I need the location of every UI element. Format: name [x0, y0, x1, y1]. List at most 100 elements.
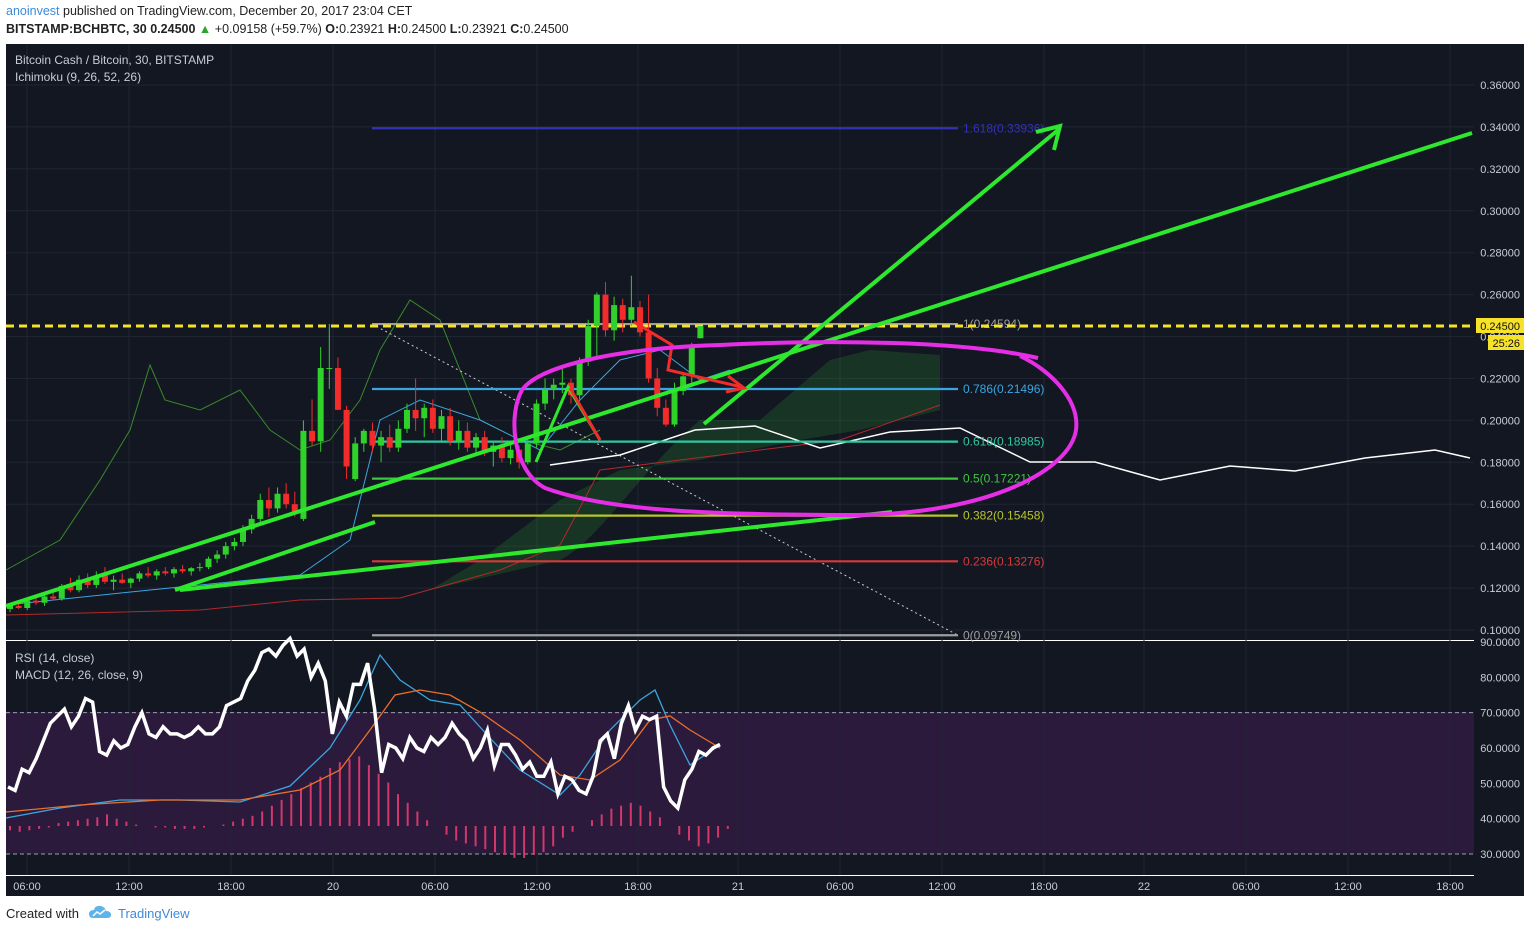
- target-arrowhead: [1035, 123, 1063, 151]
- trendline-support: [179, 510, 893, 592]
- user-drawings: [5, 123, 1473, 608]
- published-text: published on TradingView.com, December 2…: [63, 4, 413, 18]
- candle-body: [127, 578, 134, 583]
- candle-body: [153, 571, 160, 576]
- close-value: 0.24500: [523, 22, 569, 36]
- kijun-sen: [5, 404, 941, 616]
- candle-body: [84, 579, 91, 585]
- price-tick-label: 0.32000: [1480, 164, 1520, 176]
- candle-body: [473, 437, 480, 448]
- candle-body: [628, 307, 635, 320]
- rsi-macd-series: [5, 635, 729, 858]
- candle-body: [369, 430, 376, 446]
- candle-body: [214, 554, 221, 559]
- open-label: O:: [325, 22, 340, 36]
- legend-macd[interactable]: MACD (12, 26, close, 9): [15, 668, 143, 682]
- candle-body: [386, 437, 393, 448]
- price-change: +0.09158 (+59.7%): [214, 22, 322, 36]
- candle-body: [32, 600, 39, 603]
- author-link[interactable]: anoinvest: [6, 4, 60, 18]
- projection-line: [549, 425, 1471, 481]
- candle-body: [593, 294, 600, 327]
- candle-body: [179, 569, 186, 572]
- legend-rsi[interactable]: RSI (14, close): [15, 651, 94, 665]
- price-tick-label: 0.26000: [1480, 290, 1520, 302]
- candle-body: [50, 596, 57, 599]
- candle-body: [317, 367, 324, 442]
- trendline-long: [5, 131, 1473, 608]
- candle-body: [455, 430, 462, 442]
- candlestick-series: [7, 275, 704, 613]
- candle-body: [196, 567, 203, 569]
- fib-level-label: 0(0.09749): [963, 628, 1021, 642]
- rsi-tick-label: 50.0000: [1480, 778, 1520, 790]
- price-tick-label: 0.14000: [1480, 541, 1520, 553]
- candle-body: [300, 430, 307, 519]
- candle-body: [93, 575, 100, 585]
- red-path: [633, 320, 743, 389]
- candle-body: [162, 571, 169, 574]
- price-tick-label: 0.20000: [1480, 415, 1520, 427]
- candle-body: [533, 403, 540, 444]
- price-tick-label: 0.12000: [1480, 583, 1520, 595]
- symbol-name: BITSTAMP:BCHBTC, 30: [6, 22, 147, 36]
- candle-body: [447, 416, 454, 442]
- price-pane: [6, 44, 1474, 640]
- candle-body: [41, 596, 48, 603]
- candle-body: [119, 579, 126, 583]
- candle-body: [58, 585, 65, 599]
- target-arrow: [702, 128, 1060, 426]
- candle-body: [421, 407, 428, 419]
- candle-body: [378, 437, 385, 446]
- fib-level-label: 0.5(0.17221): [963, 472, 1031, 486]
- candle-body: [688, 347, 695, 377]
- tradingview-link[interactable]: TradingView: [118, 906, 190, 921]
- macd-line: [5, 653, 721, 819]
- candle-body: [680, 376, 687, 392]
- chart-header: anoinvest published on TradingView.com, …: [0, 0, 1530, 44]
- candle-body: [464, 430, 471, 448]
- rsi-band: [6, 712, 1474, 854]
- price-tick-label: 0.16000: [1480, 499, 1520, 511]
- price-tick-label: 0.36000: [1480, 80, 1520, 92]
- candle-body: [24, 600, 31, 608]
- price-tag: 0.24500: [1480, 321, 1520, 333]
- legend-ichimoku[interactable]: Ichimoku (9, 26, 52, 26): [15, 70, 141, 84]
- fib-level-label: 1.618(0.33936): [963, 121, 1044, 135]
- chart-canvas[interactable]: 1(0.24594) 0.786(0.21496) 0.618(0.18985) 0.…: [0, 0, 1530, 896]
- high-value: 0.24500: [401, 22, 447, 36]
- price-tick-label: 0.18000: [1480, 457, 1520, 469]
- candle-body: [542, 388, 549, 404]
- candle-body: [265, 500, 272, 509]
- time-tick-label: 22: [1138, 881, 1150, 893]
- grid-lines: [6, 44, 1474, 875]
- candle-body: [7, 605, 13, 610]
- price-tick-label: 0.34000: [1480, 122, 1520, 134]
- time-tick-label: 21: [732, 881, 744, 893]
- legend-pair: Bitcoin Cash / Bitcoin, 30, BITSTAMP: [15, 53, 214, 67]
- time-tick-label: 12:00: [928, 881, 956, 893]
- candle-body: [636, 307, 643, 333]
- time-tick-label: 12:00: [115, 881, 143, 893]
- time-tick-label: 06:00: [13, 881, 41, 893]
- time-tick-label: 12:00: [1334, 881, 1362, 893]
- time-tick-label: 18:00: [1030, 881, 1058, 893]
- fib-level-label: 0.618(0.18985): [963, 435, 1044, 449]
- candle-body: [524, 443, 531, 463]
- red-arrowhead: [725, 374, 748, 394]
- candle-body: [438, 416, 445, 429]
- candle-body: [170, 569, 177, 574]
- rsi-tick-label: 80.0000: [1480, 672, 1520, 684]
- open-value: 0.23921: [339, 22, 385, 36]
- candle-body: [145, 573, 152, 576]
- time-tick-label: 18:00: [624, 881, 652, 893]
- candle-body: [481, 437, 488, 452]
- candle-body: [136, 573, 143, 579]
- candle-body: [697, 326, 704, 339]
- candle-body: [403, 409, 410, 429]
- rsi-line: [7, 635, 721, 812]
- candle-body: [498, 445, 505, 459]
- candle-body: [205, 558, 212, 568]
- candle-body: [645, 332, 652, 379]
- candle-body: [67, 585, 74, 591]
